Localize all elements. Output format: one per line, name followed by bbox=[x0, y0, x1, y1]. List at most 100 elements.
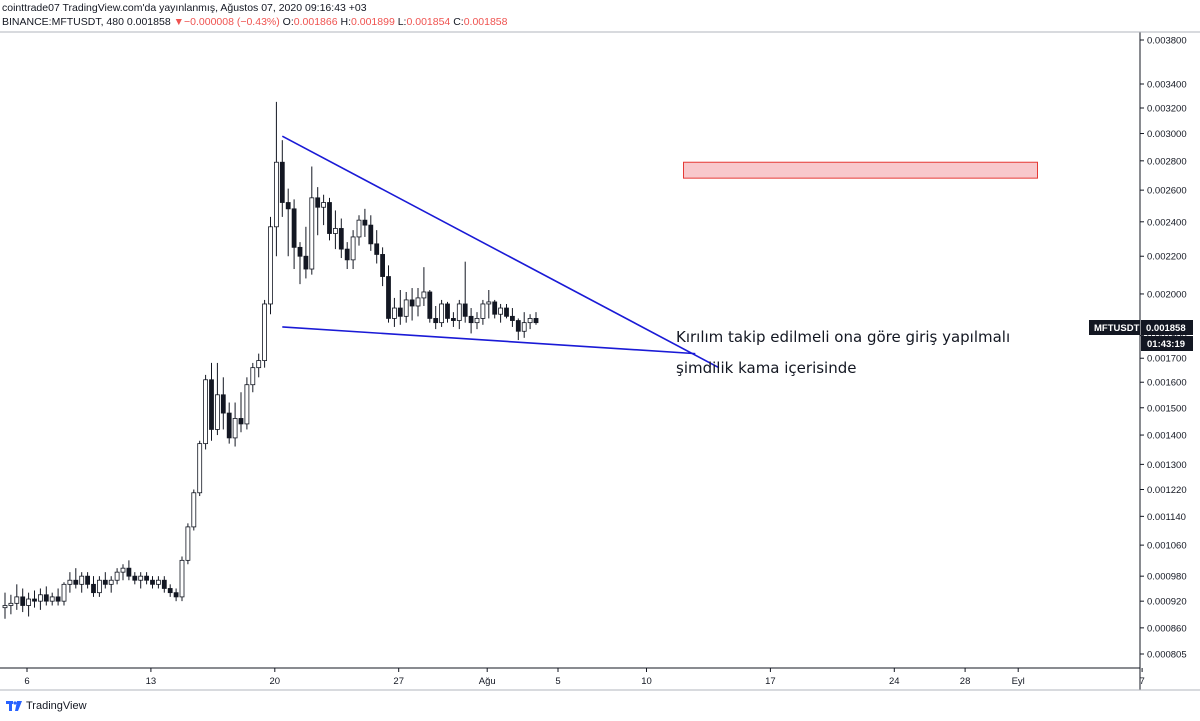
candle-body-down bbox=[285, 202, 291, 210]
candle bbox=[244, 377, 250, 430]
candle-body-down bbox=[462, 303, 468, 317]
candle-body-up bbox=[273, 161, 279, 228]
y-tick-label: 0.000980 bbox=[1147, 572, 1187, 583]
time-axis[interactable]: 6 13 20 27 Ağu 5 10 17 24 28 Eyl 7 bbox=[24, 668, 1145, 687]
x-tick-label: 7 bbox=[1139, 676, 1144, 687]
x-tick-label: 10 bbox=[641, 676, 652, 687]
candle-body-down bbox=[374, 243, 380, 255]
candle bbox=[315, 187, 321, 236]
candle bbox=[344, 242, 350, 270]
candle bbox=[521, 312, 527, 338]
candle-body-down bbox=[173, 592, 179, 598]
last-price: 0.001858 bbox=[126, 16, 171, 28]
candle bbox=[409, 288, 415, 321]
candle-body-up bbox=[61, 583, 67, 602]
candle bbox=[338, 218, 344, 259]
candle bbox=[161, 576, 167, 593]
candle-body-up bbox=[332, 228, 338, 234]
x-tick-label: 6 bbox=[24, 676, 29, 687]
candle-body-up bbox=[203, 379, 209, 445]
wedge-upper-trendline[interactable] bbox=[281, 135, 720, 369]
candle-body-up bbox=[391, 307, 397, 319]
candle-body-up bbox=[49, 596, 55, 602]
plot-area[interactable] bbox=[2, 101, 1038, 619]
candle-body-down bbox=[450, 318, 456, 321]
candle-body-up bbox=[67, 579, 73, 585]
candle-body-up bbox=[421, 291, 427, 299]
candle-body-down bbox=[468, 315, 474, 324]
y-tick-label: 0.001140 bbox=[1147, 512, 1186, 523]
y-tick-label: 0.000920 bbox=[1147, 597, 1187, 608]
candle bbox=[492, 299, 498, 319]
candle bbox=[8, 594, 14, 615]
candle bbox=[43, 586, 49, 606]
candle bbox=[214, 362, 220, 436]
candle-body-up bbox=[232, 418, 238, 439]
y-tick-label: 0.000860 bbox=[1147, 623, 1187, 634]
candle bbox=[268, 216, 273, 315]
candle bbox=[73, 568, 79, 589]
candle-body-down bbox=[161, 579, 167, 589]
open-value: 0.001866 bbox=[293, 16, 338, 28]
candle-body-down bbox=[102, 579, 108, 585]
candle bbox=[114, 568, 120, 585]
candle-body-down bbox=[85, 575, 90, 585]
candle bbox=[386, 265, 391, 323]
candle bbox=[397, 290, 403, 325]
y-tick-label: 0.001700 bbox=[1147, 354, 1187, 365]
badge-countdown-bg bbox=[1141, 336, 1193, 351]
target-zone[interactable] bbox=[683, 161, 1038, 179]
candle bbox=[462, 261, 468, 323]
candle-body-up bbox=[244, 384, 250, 425]
y-tick-label: 0.001600 bbox=[1147, 378, 1187, 389]
candle-body-up bbox=[120, 567, 126, 573]
candle-body-up bbox=[521, 322, 527, 332]
y-tick-label: 0.002000 bbox=[1147, 289, 1187, 300]
x-tick-label: 24 bbox=[889, 676, 900, 687]
footer: TradingView bbox=[6, 700, 87, 712]
candle bbox=[498, 303, 504, 323]
candle-body-down bbox=[338, 228, 344, 250]
candle bbox=[480, 299, 486, 325]
candle bbox=[474, 312, 480, 330]
y-tick-label: 0.000805 bbox=[1147, 650, 1187, 661]
candle-body-up bbox=[2, 605, 8, 609]
y-tick-label: 0.002200 bbox=[1147, 252, 1187, 263]
candle bbox=[486, 290, 492, 319]
candle-body-down bbox=[209, 379, 214, 430]
candle-body-down bbox=[533, 318, 539, 324]
y-tick-label: 0.001060 bbox=[1147, 541, 1187, 552]
annotation-wedge: şimdilik kama içerisinde bbox=[676, 359, 856, 377]
candle-body-down bbox=[386, 276, 391, 319]
badge-symbol: MFTUSDT bbox=[1094, 323, 1140, 334]
x-tick-label: 13 bbox=[146, 676, 157, 687]
candle bbox=[350, 230, 356, 270]
price-axis[interactable]: 0.003800 0.003400 0.003200 0.003000 0.002800… bbox=[1140, 36, 1187, 661]
candle bbox=[533, 312, 539, 325]
wedge-lower-trendline[interactable] bbox=[282, 326, 696, 355]
candle-body-up bbox=[14, 596, 20, 604]
y-tick-label: 0.001300 bbox=[1147, 460, 1187, 471]
candle-body-down bbox=[20, 596, 26, 606]
badge-price-bg bbox=[1141, 320, 1193, 335]
y-tick-label: 0.001500 bbox=[1147, 403, 1187, 414]
open-label: O: bbox=[282, 16, 294, 28]
candle-body-up bbox=[439, 303, 445, 324]
candle bbox=[403, 291, 409, 323]
candle bbox=[191, 489, 197, 531]
candle bbox=[433, 305, 439, 330]
badge-symbol-bg bbox=[1089, 320, 1140, 335]
close-value: 0.001858 bbox=[463, 16, 508, 28]
y-tick-label: 0.002600 bbox=[1147, 186, 1187, 197]
candle-body-up bbox=[527, 318, 533, 324]
candle bbox=[226, 402, 232, 444]
candle bbox=[321, 194, 327, 226]
high-label: H: bbox=[340, 16, 351, 28]
candle bbox=[456, 299, 462, 330]
candle-body-up bbox=[256, 360, 262, 369]
candle bbox=[327, 197, 332, 241]
candle-body-up bbox=[155, 579, 161, 585]
candle-body-down bbox=[509, 315, 515, 321]
candle-body-up bbox=[191, 492, 197, 528]
